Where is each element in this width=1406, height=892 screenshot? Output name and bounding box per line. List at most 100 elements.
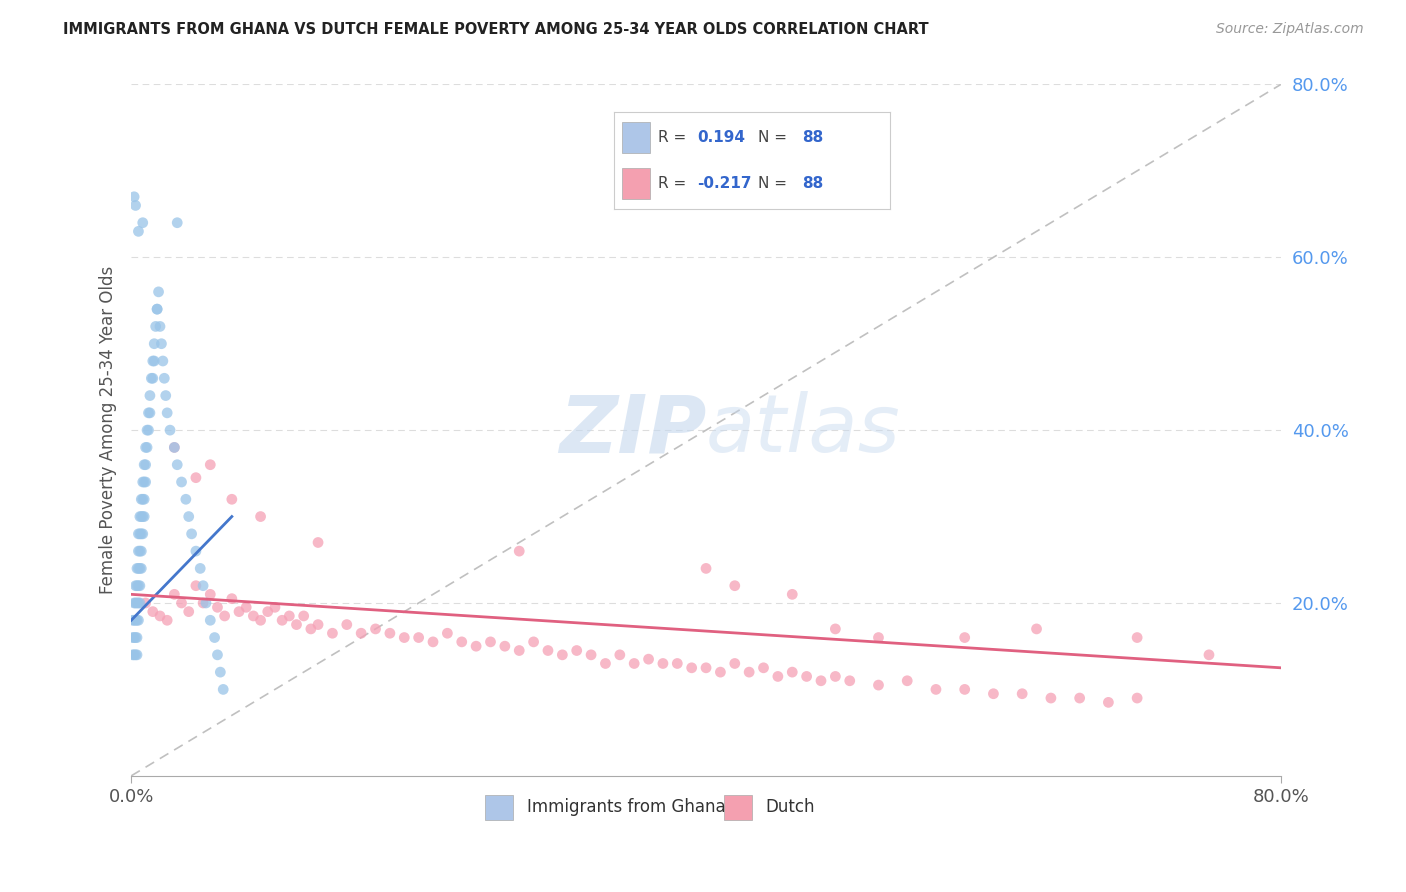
Point xyxy=(408,631,430,645)
Point xyxy=(465,639,488,653)
Point xyxy=(127,561,149,575)
Point xyxy=(983,687,1005,701)
Point xyxy=(780,665,803,680)
Point xyxy=(188,561,211,575)
Point xyxy=(149,319,172,334)
Point xyxy=(637,652,659,666)
Point xyxy=(321,626,343,640)
Point xyxy=(695,661,717,675)
Point xyxy=(925,682,948,697)
Point xyxy=(132,475,155,489)
Point xyxy=(508,544,530,558)
Point xyxy=(184,579,207,593)
Point xyxy=(174,492,197,507)
Point xyxy=(143,336,166,351)
Point xyxy=(128,544,150,558)
Point xyxy=(125,613,148,627)
Point xyxy=(209,665,232,680)
Point xyxy=(122,596,145,610)
Point xyxy=(364,622,387,636)
Point xyxy=(681,661,703,675)
Point xyxy=(868,678,890,692)
Point xyxy=(336,617,359,632)
Text: R =: R = xyxy=(658,129,692,145)
Point xyxy=(177,605,200,619)
Point xyxy=(350,626,373,640)
Point xyxy=(128,509,150,524)
Point xyxy=(128,579,150,593)
Point xyxy=(1097,695,1119,709)
Point xyxy=(131,509,153,524)
Point xyxy=(1126,631,1149,645)
Point xyxy=(131,492,153,507)
Point xyxy=(1039,691,1062,706)
Point xyxy=(131,526,153,541)
Point xyxy=(292,609,315,624)
Point xyxy=(159,423,181,437)
Point xyxy=(128,596,150,610)
Point xyxy=(896,673,918,688)
Point xyxy=(450,635,472,649)
Point xyxy=(264,600,287,615)
Bar xyxy=(485,795,513,820)
Point xyxy=(212,682,235,697)
Point xyxy=(149,609,172,624)
Point xyxy=(177,509,200,524)
Point xyxy=(135,596,157,610)
Point xyxy=(142,354,165,368)
Point xyxy=(666,657,689,671)
Point xyxy=(242,609,264,624)
Text: 88: 88 xyxy=(801,129,823,145)
Point xyxy=(378,626,401,640)
Text: -0.217: -0.217 xyxy=(697,177,751,191)
Point xyxy=(127,526,149,541)
Point xyxy=(132,216,155,230)
Point xyxy=(285,617,308,632)
Point xyxy=(724,657,747,671)
Point xyxy=(249,613,271,627)
Point xyxy=(824,669,846,683)
Point xyxy=(138,423,160,437)
Point xyxy=(1198,648,1220,662)
Point xyxy=(122,190,145,204)
Point xyxy=(166,458,188,472)
Point xyxy=(128,561,150,575)
Text: Immigrants from Ghana: Immigrants from Ghana xyxy=(527,798,725,816)
Point xyxy=(155,388,177,402)
Point xyxy=(221,492,243,507)
Point xyxy=(595,657,617,671)
Text: ZIP: ZIP xyxy=(558,391,706,469)
Point xyxy=(235,600,257,615)
Point xyxy=(810,673,832,688)
Point xyxy=(738,665,761,680)
Point xyxy=(307,617,329,632)
Point xyxy=(180,526,202,541)
Point xyxy=(191,596,214,610)
Point xyxy=(134,509,156,524)
Point xyxy=(709,665,731,680)
Point xyxy=(623,657,645,671)
Text: N =: N = xyxy=(758,129,792,145)
Point xyxy=(132,509,155,524)
Point xyxy=(135,475,157,489)
Point xyxy=(124,613,146,627)
Point xyxy=(124,198,146,212)
Point xyxy=(551,648,574,662)
Point xyxy=(200,587,222,601)
Point xyxy=(124,648,146,662)
Point xyxy=(153,371,176,385)
Point xyxy=(796,669,818,683)
Point xyxy=(307,535,329,549)
Point xyxy=(146,302,169,317)
Point xyxy=(184,544,207,558)
Point xyxy=(1069,691,1091,706)
Point xyxy=(134,475,156,489)
Point xyxy=(479,635,502,649)
Point xyxy=(127,224,149,238)
Point xyxy=(953,682,976,697)
Text: R =: R = xyxy=(658,177,692,191)
Point xyxy=(124,631,146,645)
Point xyxy=(127,596,149,610)
Point xyxy=(299,622,322,636)
Point xyxy=(121,631,143,645)
